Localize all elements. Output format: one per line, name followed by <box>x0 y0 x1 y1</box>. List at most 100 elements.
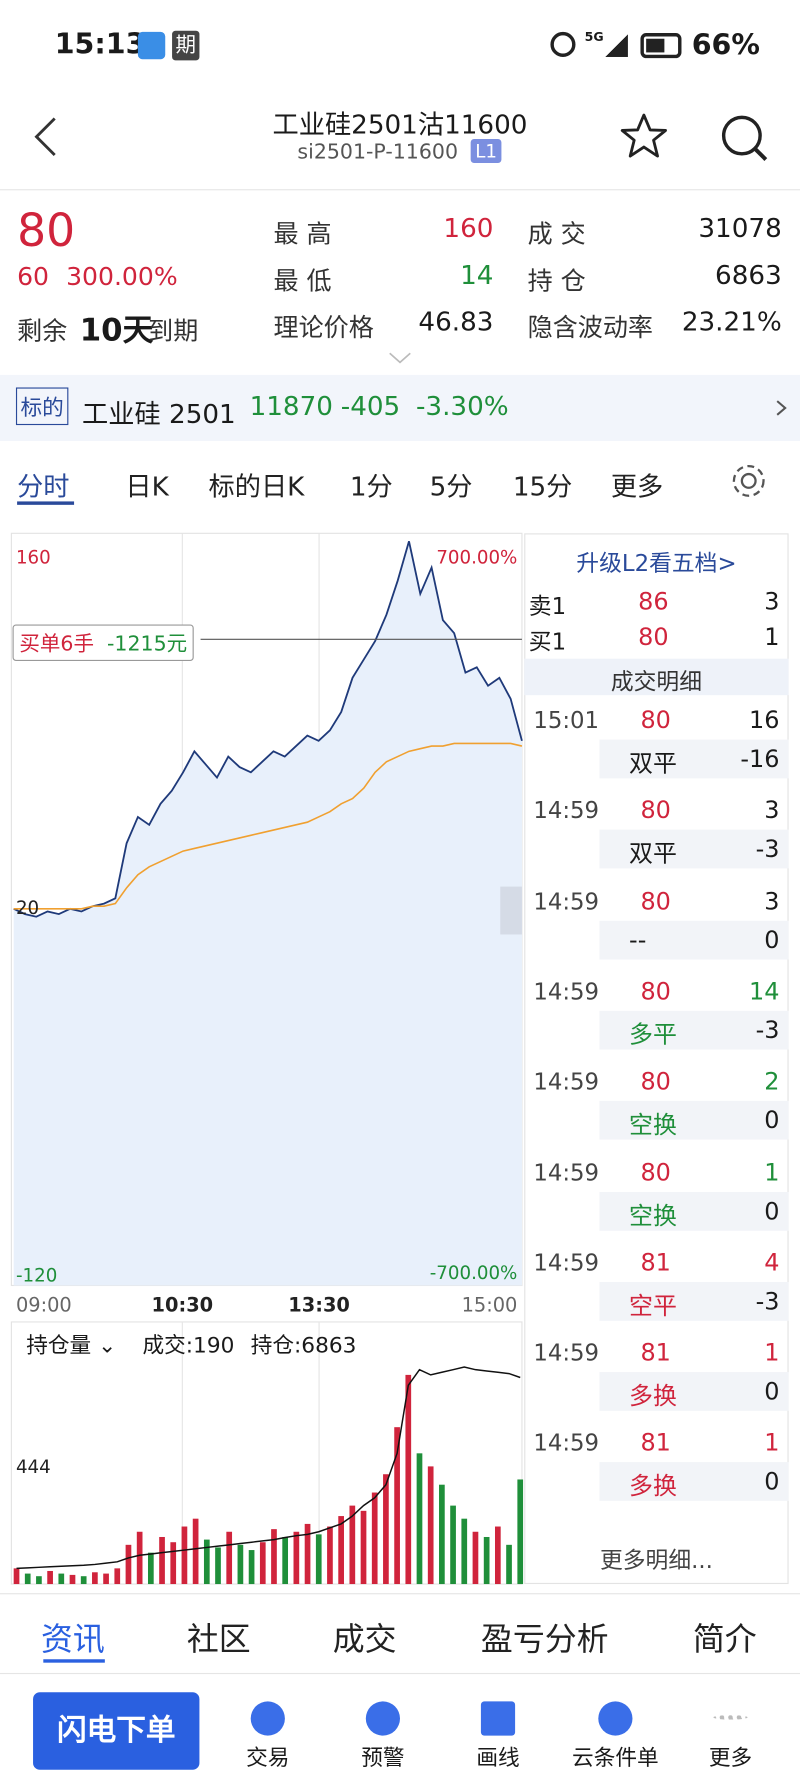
trade-oi: 0 <box>764 1197 780 1225</box>
trade-price: 81 <box>640 1339 671 1367</box>
remaining-label: 剩余 <box>17 317 68 347</box>
y-tick-label: -120 <box>16 1265 57 1286</box>
trade-type: 空平 <box>629 1292 677 1320</box>
trade-type: 多平 <box>629 1020 677 1049</box>
period-tab[interactable]: 1分 <box>349 472 393 503</box>
period-tab[interactable]: 15分 <box>512 472 573 503</box>
stat-label: 理论价格 <box>273 314 374 344</box>
order-line-label[interactable]: 买单6手 -1215元 <box>12 624 194 661</box>
trade-oi: 0 <box>764 926 780 954</box>
network: 5G <box>584 29 604 45</box>
trade-time: 15:01 <box>533 706 600 734</box>
trade-type-bg <box>599 1462 789 1502</box>
trade-type: -- <box>629 926 647 954</box>
trade-oi: -3 <box>755 1287 780 1315</box>
volume-bar <box>181 1526 188 1585</box>
tool-label[interactable]: 更多 <box>708 1745 753 1771</box>
side-list: 卖1 86 3 买1 80 1 成交明细 15:01 80 16 双平 -16 14:59 80 3 双平 -3… <box>524 583 789 1529</box>
battery: 66% <box>691 28 760 62</box>
bottom-tab[interactable]: 简介 <box>692 1620 757 1659</box>
search-button[interactable] <box>719 113 769 163</box>
volume-bar <box>215 1547 221 1585</box>
stat-label: 最 高 <box>273 221 332 250</box>
quick-order-button[interactable]: 闪电下单 <box>33 1692 200 1770</box>
pct-label: 700.00% <box>436 547 517 568</box>
volume-bar <box>226 1531 233 1585</box>
stat-value: 6863 <box>715 260 782 291</box>
trade-type: 空换 <box>629 1111 677 1139</box>
upgrade-link[interactable]: 升级L2看五档> <box>576 549 737 577</box>
volume-bar <box>427 1466 434 1585</box>
tool-label[interactable]: 交易 <box>246 1745 290 1771</box>
status-badge: 期 <box>172 30 200 61</box>
book-price: 86 <box>638 588 669 616</box>
volume-bar <box>461 1518 468 1585</box>
volume-label: 成交:190 <box>142 1333 235 1359</box>
stat-label: 最 低 <box>273 267 332 297</box>
tool-label[interactable]: 预警 <box>361 1745 405 1771</box>
volume-bar <box>439 1484 445 1585</box>
stat-value: 31078 <box>698 214 782 244</box>
indicator-selector[interactable]: 持仓量 ⌄ <box>26 1333 117 1359</box>
volume-bar <box>450 1505 456 1585</box>
trade-type: 多换 <box>629 1472 677 1501</box>
tool-label[interactable]: 画线 <box>476 1745 520 1771</box>
trade-volume: 1 <box>764 1158 780 1186</box>
y-tick-label: 160 <box>16 547 51 568</box>
y-tick-label: 444 <box>16 1457 51 1478</box>
signal-icon <box>605 34 628 57</box>
order-label: 买单6手 <box>19 632 94 657</box>
volume-bar <box>472 1531 479 1585</box>
expand-arrow[interactable] <box>387 351 412 365</box>
tool-icon[interactable] <box>480 1701 516 1736</box>
volume-bar <box>237 1544 244 1585</box>
more-trades[interactable]: 更多明细... <box>599 1546 713 1574</box>
expiry-label: 到期 <box>148 317 199 347</box>
bottom-tab[interactable]: 资讯 <box>41 1620 105 1659</box>
bottom-tab[interactable]: 盈亏分析 <box>480 1620 609 1659</box>
underlying-bar[interactable] <box>0 374 800 442</box>
volume-bar <box>349 1505 356 1585</box>
code: si2501-P-11600 <box>297 140 459 165</box>
tool-icon[interactable] <box>365 1701 400 1736</box>
trade-price: 80 <box>640 887 671 915</box>
period-tab[interactable]: 更多 <box>610 472 664 503</box>
volume-bar <box>170 1542 177 1585</box>
trade-price: 80 <box>640 706 671 734</box>
stat-label: 持 仓 <box>527 267 586 297</box>
tool-icon[interactable] <box>598 1701 633 1736</box>
tool-icon[interactable] <box>713 1715 748 1720</box>
trade-volume: 4 <box>764 1248 780 1277</box>
divider <box>0 189 800 191</box>
trade-type-bg <box>599 739 789 779</box>
book-label: 卖1 <box>528 592 567 620</box>
bottom-tab[interactable]: 社区 <box>186 1620 251 1659</box>
trade-volume: 3 <box>764 887 780 915</box>
trade-type-bg <box>599 829 789 869</box>
volume-bar <box>36 1576 42 1585</box>
bottom-tab[interactable]: 成交 <box>332 1620 397 1659</box>
period-tab[interactable]: 日K <box>125 472 169 503</box>
period-tab[interactable]: 5分 <box>429 472 473 503</box>
trade-volume: 16 <box>749 706 780 734</box>
volume-bar <box>371 1492 378 1585</box>
trade-type: 空换 <box>629 1201 677 1230</box>
trade-type-bg <box>599 1372 789 1411</box>
trade-time: 14:59 <box>533 977 600 1006</box>
trade-volume: 3 <box>764 796 780 825</box>
settings-button[interactable] <box>729 462 768 501</box>
volume-bar <box>271 1529 277 1585</box>
pager-handle <box>500 886 522 935</box>
tool-label[interactable]: 云条件单 <box>572 1745 659 1771</box>
trade-type: 双平 <box>629 749 677 778</box>
trade-volume: 1 <box>764 1429 780 1457</box>
trade-price: 80 <box>640 1068 671 1096</box>
back-button[interactable] <box>32 116 59 157</box>
tool-icon[interactable] <box>250 1701 285 1736</box>
period-tab[interactable]: 分时 <box>17 472 70 503</box>
trade-price: 80 <box>640 796 671 825</box>
favorite-button[interactable] <box>619 112 669 160</box>
remaining-days: 10天 <box>79 313 154 349</box>
period-tab[interactable]: 标的日K <box>208 472 305 503</box>
volume-bar <box>192 1518 199 1585</box>
